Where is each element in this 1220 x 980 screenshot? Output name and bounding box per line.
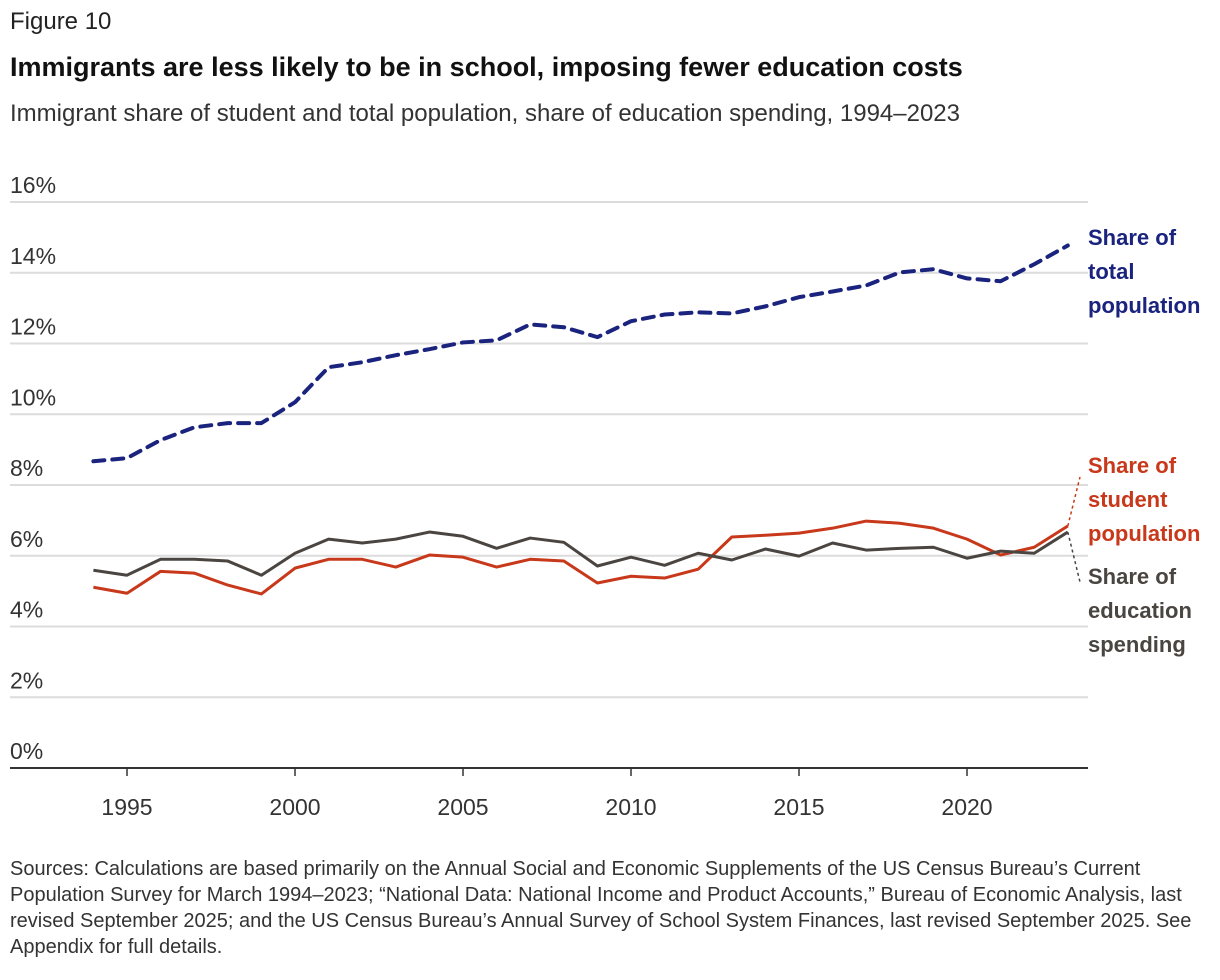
y-tick-label: 12% bbox=[10, 314, 56, 340]
label-leader-spending bbox=[1067, 531, 1081, 583]
series-label: population bbox=[1088, 293, 1200, 318]
series-label: Share of bbox=[1088, 225, 1177, 250]
chart-subtitle: Immigrant share of student and total pop… bbox=[10, 100, 961, 127]
y-tick-label: 10% bbox=[10, 384, 56, 410]
figure-label: Figure 10 bbox=[10, 8, 112, 35]
series-line-1 bbox=[93, 519, 1069, 596]
series-label: student bbox=[1088, 487, 1168, 512]
sources-note: Sources: Calculations are based primaril… bbox=[10, 858, 1192, 958]
series-label: spending bbox=[1088, 632, 1186, 657]
x-tick-label: 2000 bbox=[269, 794, 320, 820]
y-tick-label: 2% bbox=[10, 667, 43, 693]
chart-title: Immigrants are less likely to be in scho… bbox=[10, 52, 963, 82]
y-tick-label: 16% bbox=[10, 172, 56, 198]
series-label: population bbox=[1088, 521, 1200, 546]
series-label: Share of bbox=[1088, 453, 1177, 478]
series-line-0 bbox=[91, 243, 1070, 464]
x-tick-label: 2020 bbox=[941, 794, 992, 820]
x-tick-label: 2010 bbox=[605, 794, 656, 820]
x-tick-label: 1995 bbox=[101, 794, 152, 820]
x-tick-label: 2015 bbox=[773, 794, 824, 820]
line-chart: 0% 2% 4% 6% 8% 10% 12% 14% 16% 1995 2000 2005 2010 20… bbox=[10, 172, 1200, 820]
label-leader-student bbox=[1067, 476, 1081, 527]
series-label: Share of bbox=[1088, 564, 1177, 589]
series-label: total bbox=[1088, 259, 1134, 284]
x-tick-label: 2005 bbox=[437, 794, 488, 820]
series-line-2 bbox=[93, 530, 1069, 577]
y-tick-label: 14% bbox=[10, 243, 56, 269]
series-label: education bbox=[1088, 598, 1192, 623]
y-tick-label: 4% bbox=[10, 597, 43, 623]
y-tick-label: 8% bbox=[10, 455, 43, 481]
y-tick-label: 0% bbox=[10, 738, 43, 764]
y-tick-label: 6% bbox=[10, 526, 43, 552]
